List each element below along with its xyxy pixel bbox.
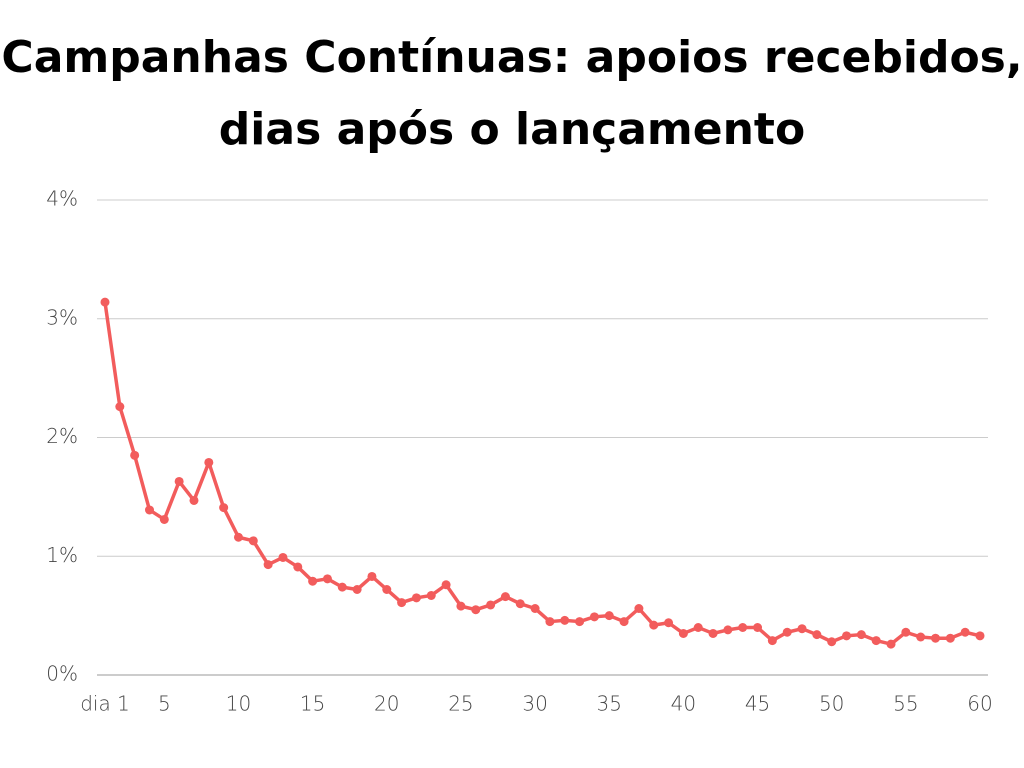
data-point (945, 633, 955, 643)
data-point (664, 618, 674, 628)
x-tick-label: 60 (967, 692, 992, 716)
x-tick-label: 50 (819, 692, 844, 716)
x-tick-label: 40 (671, 692, 696, 716)
data-point (293, 562, 303, 572)
data-point (693, 623, 703, 632)
data-point (130, 450, 140, 460)
data-point (767, 636, 777, 646)
y-tick-label: 1% (46, 543, 78, 567)
data-point (486, 600, 496, 610)
data-point (545, 617, 555, 627)
data-point (678, 628, 688, 638)
data-point (901, 627, 911, 637)
y-tick-label: 4% (46, 187, 78, 211)
data-point (115, 402, 125, 412)
data-point (560, 615, 570, 625)
chart-title: Campanhas Contínuas: apoios recebidos, di… (1, 32, 1022, 155)
data-point (723, 625, 733, 635)
x-tick-label: 55 (893, 692, 918, 716)
data-point (782, 627, 792, 637)
data-point (975, 631, 985, 641)
data-point (589, 612, 599, 622)
data-point (575, 617, 585, 627)
series-line (103, 301, 981, 646)
data-point (233, 532, 243, 542)
data-point (397, 598, 407, 608)
data-point (441, 580, 451, 590)
x-tick-label: 35 (597, 692, 622, 716)
data-point (456, 601, 466, 611)
x-tick-label: 15 (300, 692, 325, 716)
data-point (827, 637, 837, 647)
data-point (515, 599, 525, 609)
data-point (337, 582, 347, 592)
x-tick-label: 45 (745, 692, 770, 716)
data-point (263, 560, 273, 570)
data-point (856, 630, 866, 640)
data-point (308, 576, 318, 586)
data-point (842, 631, 852, 641)
data-point (708, 628, 718, 638)
data-point (426, 590, 436, 600)
data-point (619, 617, 629, 627)
data-point (916, 632, 926, 642)
data-point (174, 476, 184, 486)
y-tick-label: 2% (46, 424, 78, 448)
data-point (144, 505, 154, 515)
data-point (530, 604, 540, 613)
data-point (604, 611, 614, 621)
data-point (797, 624, 807, 634)
x-tick-label: dia 1 (80, 692, 130, 716)
data-point (411, 593, 421, 603)
data-point (871, 636, 881, 646)
data-point (382, 585, 392, 594)
x-tick-label: 25 (448, 692, 473, 716)
data-point (219, 503, 229, 513)
data-point (159, 514, 169, 524)
data-point (248, 536, 258, 546)
data-point (367, 571, 377, 581)
data-point (634, 604, 644, 613)
data-point (471, 605, 481, 615)
data-point (753, 623, 763, 632)
data-point (500, 592, 510, 602)
data-point (189, 495, 199, 505)
data-point (322, 574, 332, 584)
y-tick-label: 3% (46, 305, 78, 329)
y-tick-label: 0% (46, 662, 78, 686)
data-point (886, 639, 896, 649)
data-point (812, 630, 822, 640)
data-point (960, 627, 970, 637)
data-point (649, 620, 659, 630)
data-point (100, 297, 110, 307)
data-point (738, 623, 748, 632)
x-tick-label: 30 (522, 692, 547, 716)
data-point (204, 457, 214, 467)
data-point (931, 633, 941, 643)
x-tick-label: 10 (226, 692, 251, 716)
x-tick-label: 5 (158, 692, 171, 716)
data-point (352, 585, 362, 594)
x-tick-label: 20 (374, 692, 399, 716)
data-point (278, 552, 288, 562)
